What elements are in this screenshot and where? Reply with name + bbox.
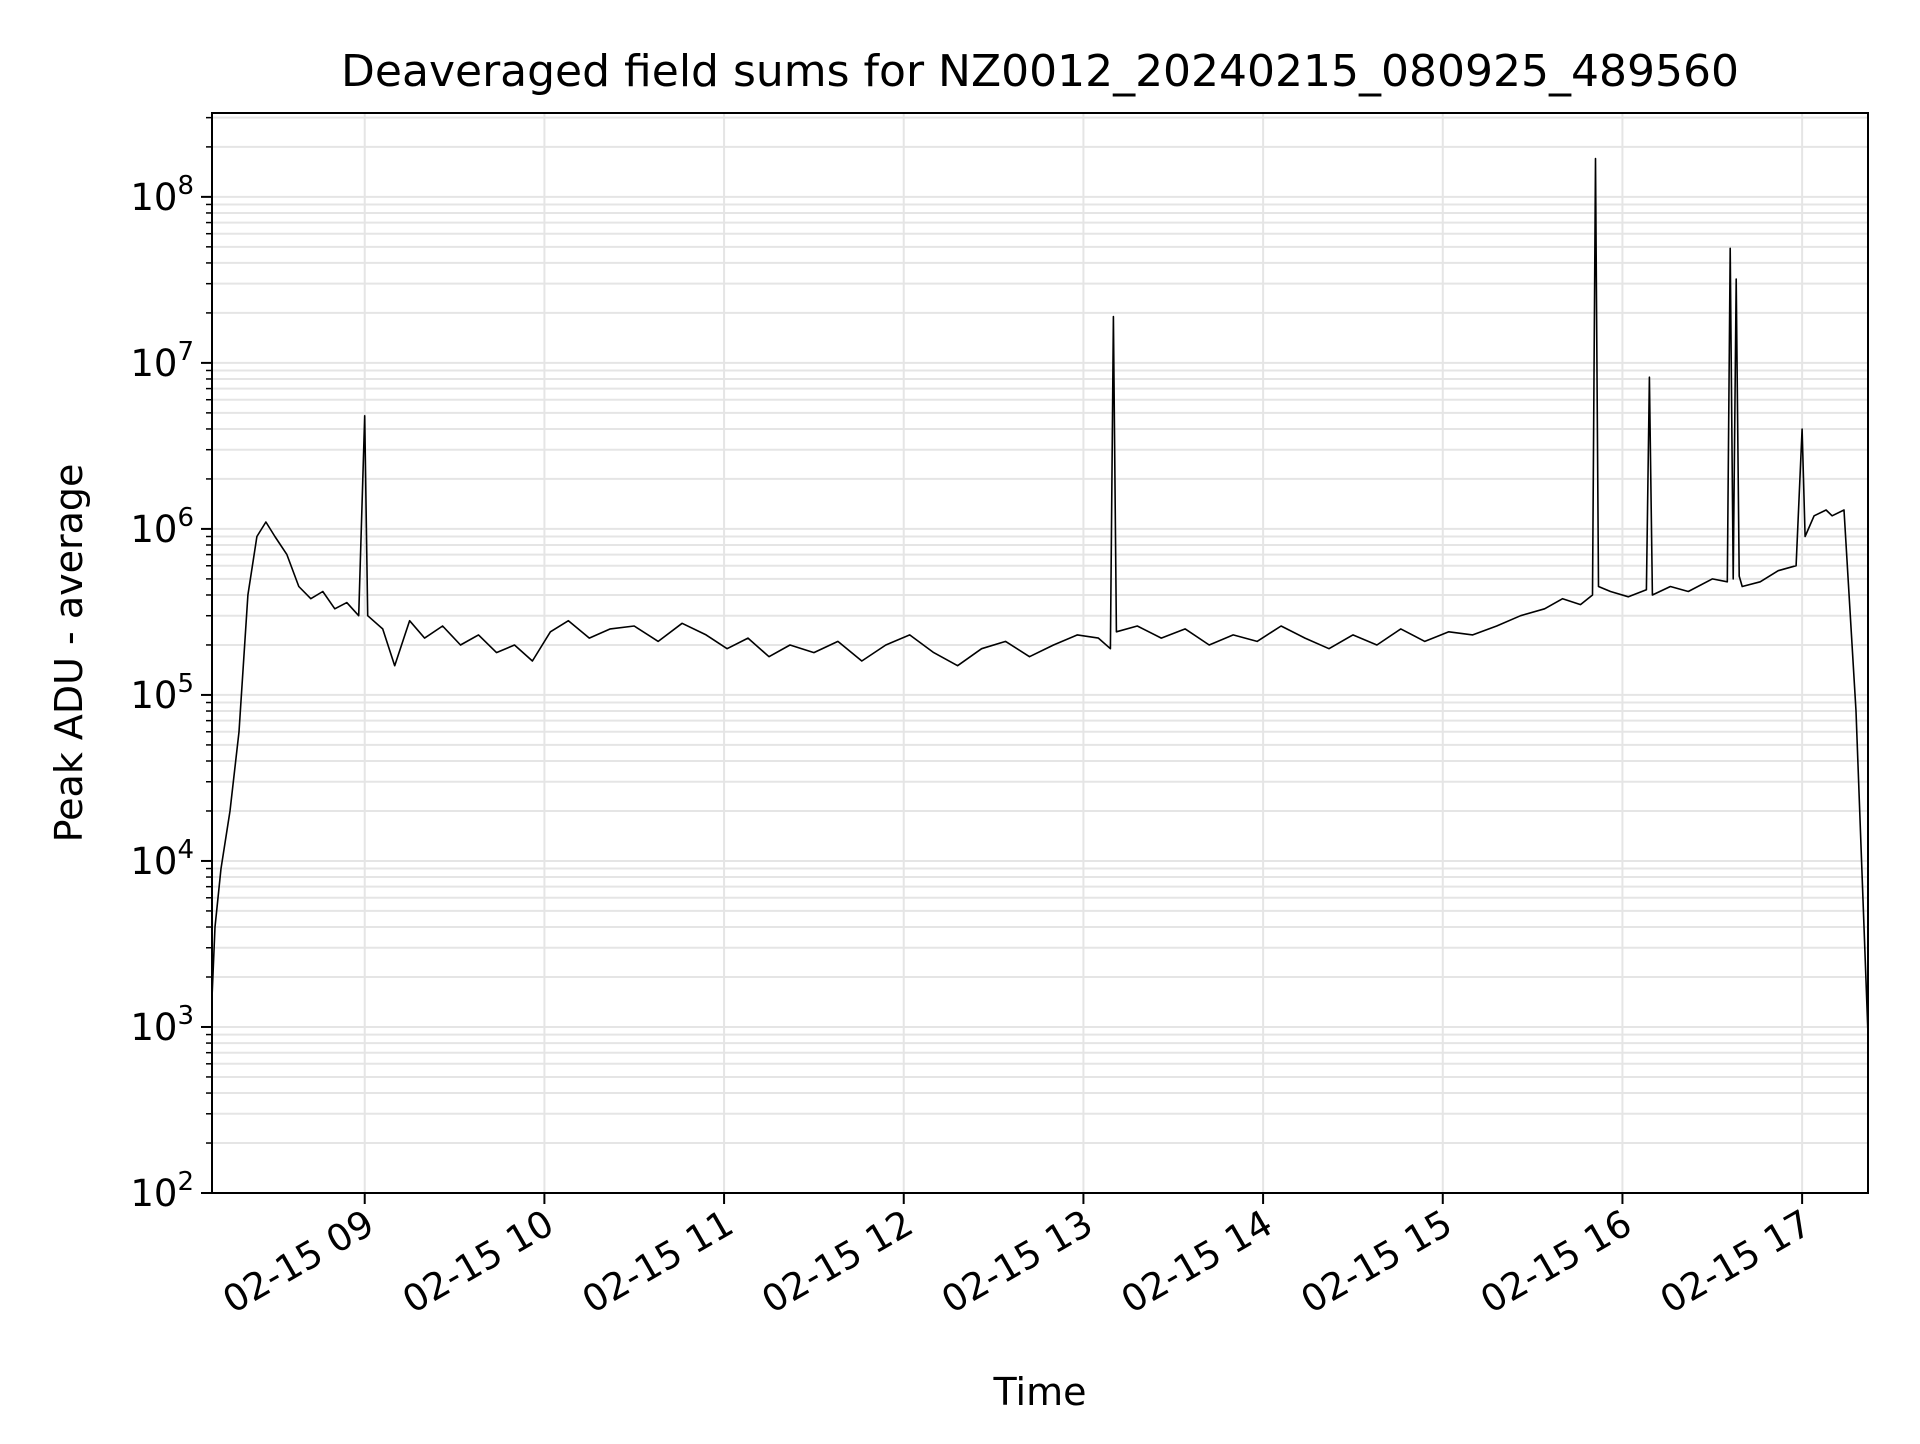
y-tick-exponent: 5: [177, 669, 194, 699]
y-tick-exponent: 3: [177, 1001, 194, 1031]
grid-layer: [212, 113, 1868, 1194]
y-tick-base: 10: [130, 1172, 177, 1215]
y-tick-label: 107: [130, 337, 194, 385]
y-tick-base: 10: [130, 176, 177, 219]
y-tick-label: 104: [130, 835, 194, 883]
y-tick-base: 10: [130, 342, 177, 385]
y-tick-label: 105: [130, 669, 194, 717]
y-tick-exponent: 7: [177, 337, 194, 367]
y-tick-label: 103: [130, 1001, 194, 1049]
plot-area-frame: [211, 112, 1869, 1194]
y-tick-label: 106: [130, 503, 194, 551]
line-layer: [211, 157, 1869, 1035]
y-tick-label: 108: [130, 171, 194, 219]
y-tick-base: 10: [130, 1006, 177, 1049]
y-axis-label: Peak ADU - average: [47, 464, 91, 843]
chart-title: Deaveraged field sums for NZ0012_2024021…: [341, 46, 1739, 97]
y-tick-exponent: 6: [177, 503, 194, 533]
x-axis-label: Time: [993, 1370, 1087, 1414]
y-tick-exponent: 8: [177, 171, 194, 201]
y-tick-base: 10: [130, 674, 177, 717]
series-line-0: [211, 157, 1869, 1035]
y-tick-exponent: 2: [177, 1167, 194, 1197]
y-tick-exponent: 4: [177, 835, 194, 865]
y-tick-base: 10: [130, 508, 177, 551]
y-tick-label: 102: [130, 1167, 194, 1215]
y-tick-base: 10: [130, 840, 177, 883]
